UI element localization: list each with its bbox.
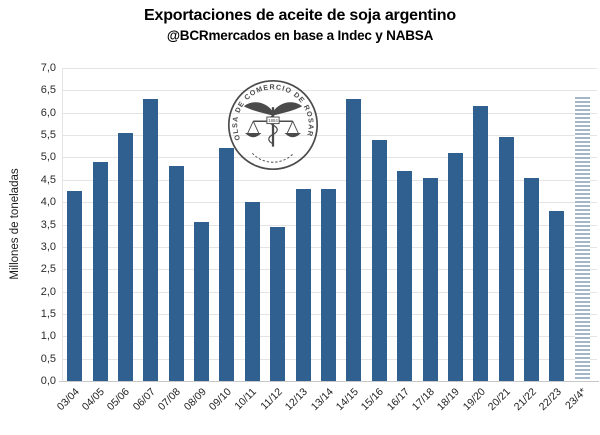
gridline [62, 113, 597, 114]
y-tick-label: 4,0 [40, 196, 56, 208]
y-tick-label: 4,5 [40, 174, 56, 186]
bar-11/12 [270, 227, 285, 381]
y-tick-label: 0,5 [40, 353, 56, 365]
bar-12/13 [296, 189, 311, 381]
y-tick-label: 3,5 [40, 219, 56, 231]
gridline [62, 90, 597, 91]
bar-15/16 [372, 140, 387, 381]
seal-year: 1884 [268, 118, 278, 123]
bar-19/20 [473, 106, 488, 381]
y-tick-label: 5,5 [40, 129, 56, 141]
y-tick-label: 2,0 [40, 286, 56, 298]
bar-06/07 [143, 99, 158, 381]
bar-04/05 [93, 162, 108, 381]
y-tick-label: 6,0 [40, 107, 56, 119]
y-axis-title: Millones de toneladas [9, 168, 21, 280]
y-tick-label: 7,0 [40, 62, 56, 74]
gridline [62, 180, 597, 181]
bar-16/17 [397, 171, 412, 381]
y-axis-line [62, 68, 63, 381]
bar-21/22 [524, 178, 539, 381]
chart-subtitle: @BCRmercados en base a Indec y NABSA [166, 28, 434, 43]
caduceus-scales-icon [243, 102, 303, 163]
bar-03/04 [67, 191, 82, 381]
bar-20/21 [499, 137, 514, 381]
y-tick-label: 2,5 [40, 263, 56, 275]
bar-05/06 [118, 133, 133, 381]
y-tick-label: 5,0 [40, 151, 56, 163]
gridline [62, 135, 597, 136]
y-tick-label: 6,5 [40, 84, 56, 96]
bcr-rosario-seal-icon: BOLSA DE COMERCIO DE ROSARIO 1884 [226, 78, 319, 171]
bar-13/14 [321, 189, 336, 381]
bar-08/09 [194, 222, 209, 381]
y-tick-label: 1,5 [40, 308, 56, 320]
bar-23/4* [575, 97, 590, 381]
chart-title: Exportaciones de aceite de soja argentin… [144, 7, 456, 24]
bar-22/23 [549, 211, 564, 381]
y-tick-label: 0,0 [40, 375, 56, 387]
y-tick-label: 3,0 [40, 241, 56, 253]
bar-07/08 [169, 166, 184, 381]
gridline [62, 157, 597, 158]
bar-17/18 [423, 178, 438, 381]
bar-14/15 [346, 99, 361, 381]
bar-18/19 [448, 153, 463, 381]
y-tick-label: 1,0 [40, 330, 56, 342]
bar-10/11 [245, 202, 260, 381]
bar-09/10 [219, 148, 234, 381]
gridline [62, 68, 597, 69]
x-axis-line [59, 381, 599, 382]
